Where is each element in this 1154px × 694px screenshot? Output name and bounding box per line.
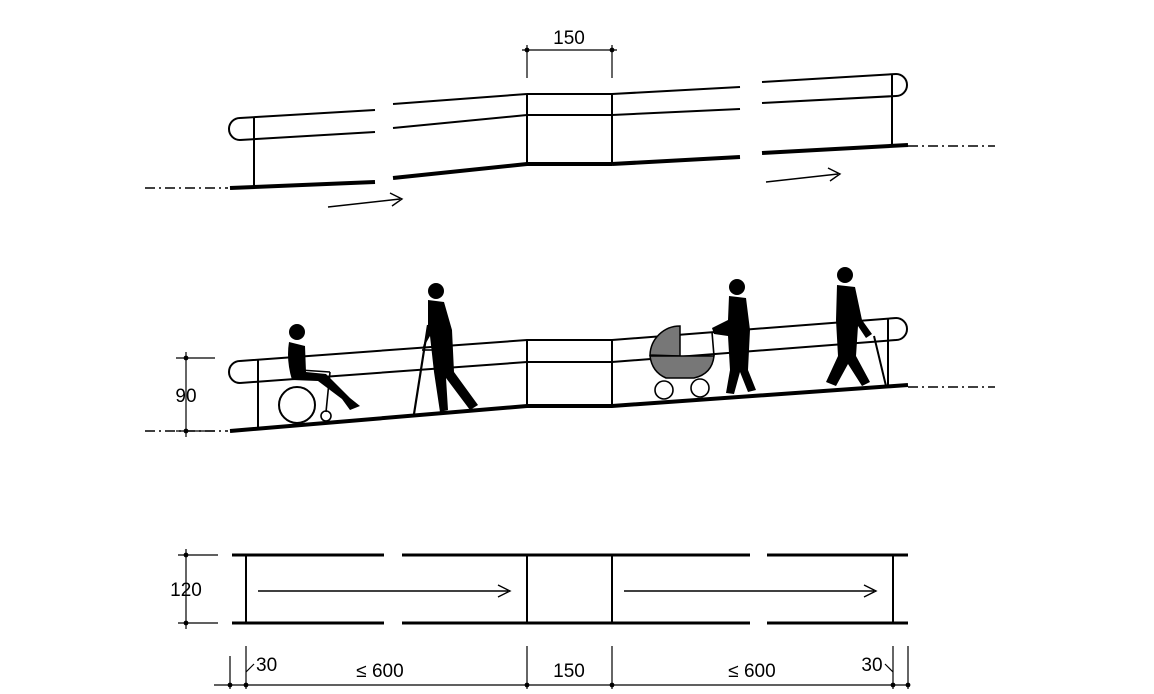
plan-arrow-right — [624, 584, 878, 598]
handrail-height-dimension — [176, 352, 215, 437]
upper-handrail — [239, 317, 897, 362]
lower-handrail — [239, 95, 897, 141]
rail-end-right — [895, 73, 908, 97]
wheelchair-user-figure — [278, 324, 360, 424]
ramp-surface — [229, 383, 909, 433]
person-with-pram-figure — [649, 279, 756, 400]
landing-length-label: 150 — [553, 661, 585, 682]
rail-end-right — [895, 317, 908, 341]
rail-end-left — [228, 117, 241, 141]
direction-arrow-right — [765, 167, 842, 183]
person-with-cane-figure — [826, 267, 887, 387]
direction-arrow-left — [327, 192, 404, 208]
landing-width-label-top: 150 — [553, 28, 585, 49]
right-extension-label: 30 — [861, 655, 882, 676]
length-dimension-line — [214, 646, 910, 689]
upper-handrail — [239, 73, 897, 119]
plan-arrow-left — [258, 584, 512, 598]
rail-end-left — [228, 360, 241, 384]
plan-width-label: 120 — [170, 580, 202, 601]
landing-dimension-top — [522, 45, 617, 78]
right-ramp-length-label: ≤ 600 — [728, 661, 775, 682]
left-ramp-length-label: ≤ 600 — [356, 661, 403, 682]
handrail-posts — [253, 74, 893, 188]
person-with-crutch-figure — [412, 283, 478, 415]
length-dimension-ticks — [227, 682, 911, 688]
handrail-posts — [257, 318, 889, 430]
side-elevation — [145, 317, 995, 437]
plan-edges — [232, 553, 908, 625]
plan-dividers — [245, 555, 894, 623]
ramp-surface — [229, 143, 909, 190]
top-elevation — [145, 45, 995, 208]
plan-view — [178, 549, 908, 629]
lower-handrail — [239, 339, 897, 384]
handrail-height-label: 90 — [175, 386, 196, 407]
left-extension-label: 30 — [256, 655, 277, 676]
